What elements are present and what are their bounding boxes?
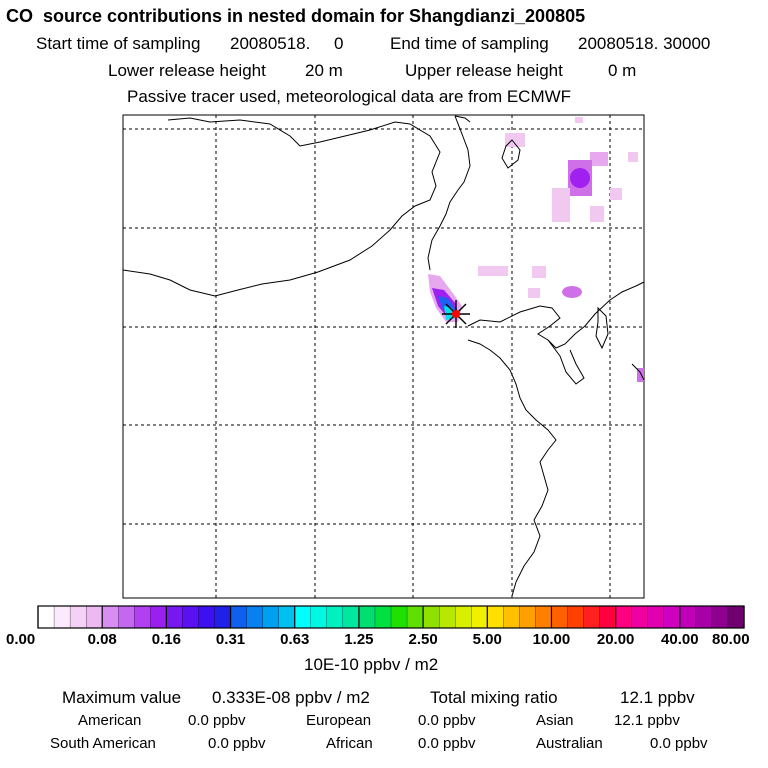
- upper-release-label: Upper release height: [405, 61, 563, 80]
- plume-cell: [575, 117, 583, 123]
- plume-hotspot: [570, 168, 590, 188]
- coastline-path: [631, 363, 645, 381]
- upper-release-value: 0 m: [608, 61, 637, 80]
- colorbar-tick-label: 0.16: [151, 631, 181, 648]
- colorbar-tick-label: 10.00: [532, 631, 571, 648]
- border-path: [454, 115, 471, 123]
- end-time-label: End time of sampling: [390, 34, 549, 53]
- colorbar-tick-label: 5.00: [472, 631, 502, 648]
- plot-subtitle: Passive tracer used, meteorological data…: [127, 87, 572, 106]
- plume-cell: [562, 286, 582, 298]
- plume-cell: [610, 188, 622, 200]
- european-label: European: [306, 712, 372, 729]
- plume-cell: [532, 266, 546, 278]
- concentration-field: [428, 117, 644, 382]
- coastline-path: [547, 339, 585, 385]
- source-marker-dot: [452, 310, 460, 318]
- colorbar-tick-label: 40.00: [661, 631, 699, 648]
- colorbar-tick-label: 0.31: [215, 631, 246, 648]
- island-path: [595, 306, 609, 350]
- colorbar-tick-label: 2.50: [408, 631, 438, 648]
- american-label: American: [78, 712, 142, 729]
- coastline-path: [467, 339, 557, 597]
- lower-release-label: Lower release height: [108, 61, 266, 80]
- max-value-label: Maximum value: [62, 688, 182, 707]
- asian-label: Asian: [536, 712, 574, 729]
- plume-cell: [552, 188, 570, 222]
- australian-label: Australian: [536, 735, 603, 752]
- colorbar-tick-label: 0.63: [280, 631, 310, 648]
- colorbar-tick-label: 0.08: [87, 631, 117, 648]
- african-label: African: [326, 735, 373, 752]
- map-panel: [122, 114, 645, 599]
- colorbar-tick-label: 1.25: [344, 631, 374, 648]
- asian-value: 12.1 ppbv: [614, 712, 680, 729]
- colorbar-tick-label: 80.00: [712, 631, 750, 648]
- plot-title: CO source contributions in nested domain…: [6, 6, 586, 26]
- border-path: [427, 115, 471, 271]
- south-american-value: 0.0 ppbv: [208, 735, 266, 752]
- african-value: 0.0 ppbv: [418, 735, 476, 752]
- south-american-label: South American: [50, 735, 156, 752]
- total-mixing-label: Total mixing ratio: [430, 688, 558, 707]
- colorbar-unit: 10E-10 ppbv / m2: [304, 655, 439, 674]
- coastline: [122, 115, 645, 597]
- start-time-label: Start time of sampling: [36, 34, 201, 53]
- colorbar-tick-label: 20.00: [596, 631, 635, 648]
- plume-cell: [505, 133, 525, 147]
- australian-value: 0.0 ppbv: [650, 735, 708, 752]
- plume-cell: [590, 206, 604, 222]
- plume-cell: [528, 288, 540, 298]
- coastline-path: [122, 117, 441, 297]
- plume-cell: [637, 368, 644, 382]
- plume-cell: [628, 152, 638, 162]
- island-path: [501, 139, 521, 169]
- european-value: 0.0 ppbv: [418, 712, 476, 729]
- end-time-value: 20080518. 30000: [578, 34, 711, 53]
- colorbar-tick-label: 0.00: [6, 631, 36, 648]
- plume-cell: [590, 152, 608, 166]
- map-frame: [122, 114, 645, 599]
- total-mixing-value: 12.1 ppbv: [620, 688, 695, 707]
- max-value: 0.333E-08 ppbv / m2: [212, 688, 370, 707]
- source-marker: [442, 300, 470, 328]
- lower-release-value: 20 m: [305, 61, 343, 80]
- start-time-value: 20080518. 0: [230, 34, 344, 53]
- plume-cell: [478, 266, 508, 276]
- american-value: 0.0 ppbv: [188, 712, 246, 729]
